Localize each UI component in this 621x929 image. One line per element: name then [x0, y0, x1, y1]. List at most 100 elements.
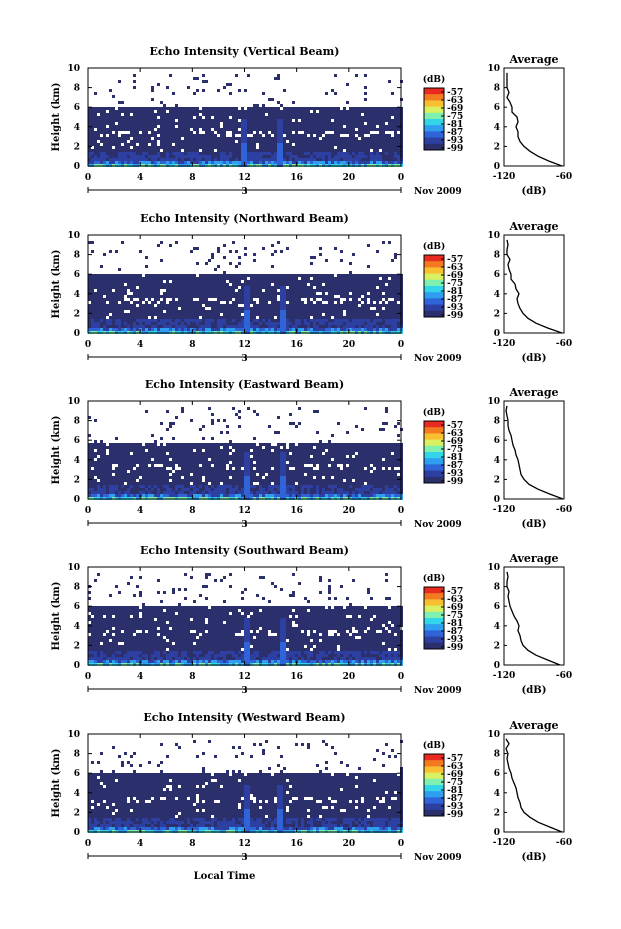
heatmap-cell — [220, 110, 223, 113]
heatmap-cell — [289, 322, 292, 325]
heatmap-cell — [139, 280, 142, 283]
heatmap-cell — [250, 131, 253, 134]
heatmap-cell — [148, 122, 151, 125]
heatmap-cell — [139, 158, 142, 161]
heatmap-cell — [190, 116, 193, 119]
heatmap-cell — [130, 491, 133, 494]
heatmap-cell — [331, 161, 334, 164]
heatmap-cell — [352, 325, 355, 328]
heatmap-cell — [97, 155, 100, 158]
heatmap-cell — [379, 289, 382, 292]
heatmap-cell — [265, 328, 268, 331]
heatmap-cell — [184, 122, 187, 125]
heatmap-cell — [286, 158, 289, 161]
heatmap-cell — [283, 310, 286, 313]
heatmap-cell — [103, 280, 106, 283]
heatmap-cell — [262, 161, 265, 164]
heatmap-cell — [319, 319, 322, 322]
heatmap-cell — [253, 328, 256, 331]
heatmap-cell — [235, 131, 238, 134]
heatmap-cell — [220, 131, 223, 134]
heatmap-cell — [148, 479, 151, 482]
heatmap-cell — [256, 328, 259, 331]
heatmap-cell — [94, 92, 97, 95]
heatmap-cell — [91, 286, 94, 289]
heatmap-cell — [325, 286, 328, 289]
heatmap-cell — [163, 134, 166, 137]
heatmap-cell — [343, 155, 346, 158]
heatmap-cell — [130, 110, 133, 113]
heatmap-cell — [151, 107, 154, 110]
heatmap-cell — [355, 283, 358, 286]
heatmap-cell — [394, 152, 397, 155]
heatmap-cell — [196, 452, 199, 455]
heatmap-cell — [124, 301, 127, 304]
heatmap-cell — [100, 274, 103, 277]
heatmap-cell — [361, 155, 364, 158]
heatmap-cell — [190, 479, 193, 482]
heatmap-cell — [325, 113, 328, 116]
heatmap-cell — [142, 449, 145, 452]
heatmap-cell — [106, 158, 109, 161]
heatmap-cell — [205, 322, 208, 325]
heatmap-cell — [307, 146, 310, 149]
heatmap-cell — [187, 452, 190, 455]
heatmap-cell — [361, 131, 364, 134]
heatmap-cell — [304, 113, 307, 116]
heatmap-cell — [115, 292, 118, 295]
heatmap-cell — [169, 482, 172, 485]
heatmap-cell — [241, 289, 244, 292]
heatmap-cell — [178, 452, 181, 455]
heatmap-cell — [217, 143, 220, 146]
heatmap-cell — [385, 289, 388, 292]
heatmap-cell — [241, 158, 244, 161]
heatmap-cell — [190, 161, 193, 164]
heatmap-cell — [376, 277, 379, 280]
heatmap-cell — [124, 110, 127, 113]
heatmap-cell — [238, 277, 241, 280]
heatmap-cell — [328, 316, 331, 319]
heatmap-cell — [184, 452, 187, 455]
heatmap-cell — [388, 310, 391, 313]
heatmap-cell — [355, 158, 358, 161]
heatmap-cell — [190, 292, 193, 295]
heatmap-cell — [295, 313, 298, 316]
heatmap-cell — [292, 328, 295, 331]
heatmap-cell — [211, 286, 214, 289]
heatmap-cell — [244, 137, 247, 140]
heatmap-cell — [94, 307, 97, 310]
heatmap-cell — [346, 140, 349, 143]
heatmap-cell — [319, 286, 322, 289]
heatmap-cell — [358, 110, 361, 113]
heatmap-cell — [367, 304, 370, 307]
heatmap-cell — [166, 134, 169, 137]
heatmap-cell — [295, 131, 298, 134]
heatmap-cell — [316, 325, 319, 328]
heatmap-cell — [385, 316, 388, 319]
heatmap-cell — [112, 128, 115, 131]
heatmap-cell — [124, 128, 127, 131]
heatmap-cell — [385, 107, 388, 110]
heatmap-cell — [190, 319, 193, 322]
heatmap-cell — [121, 289, 124, 292]
heatmap-cell — [382, 274, 385, 277]
heatmap-cell — [394, 134, 397, 137]
heatmap-cell — [265, 280, 268, 283]
heatmap-cell — [268, 128, 271, 131]
heatmap-cell — [343, 277, 346, 280]
heatmap-cell — [388, 304, 391, 307]
heatmap-cell — [112, 122, 115, 125]
heatmap-cell — [130, 322, 133, 325]
heatmap-cell — [352, 295, 355, 298]
heatmap-cell — [286, 107, 289, 110]
heatmap-cell — [223, 125, 226, 128]
heatmap-cell — [394, 286, 397, 289]
heatmap-cell — [187, 476, 190, 479]
heatmap-cell — [124, 307, 127, 310]
heatmap-cell — [181, 304, 184, 307]
heatmap-cell — [163, 104, 166, 107]
heatmap-cell — [217, 274, 220, 277]
heatmap-cell — [166, 113, 169, 116]
heatmap-cell — [373, 110, 376, 113]
heatmap-cell — [373, 149, 376, 152]
